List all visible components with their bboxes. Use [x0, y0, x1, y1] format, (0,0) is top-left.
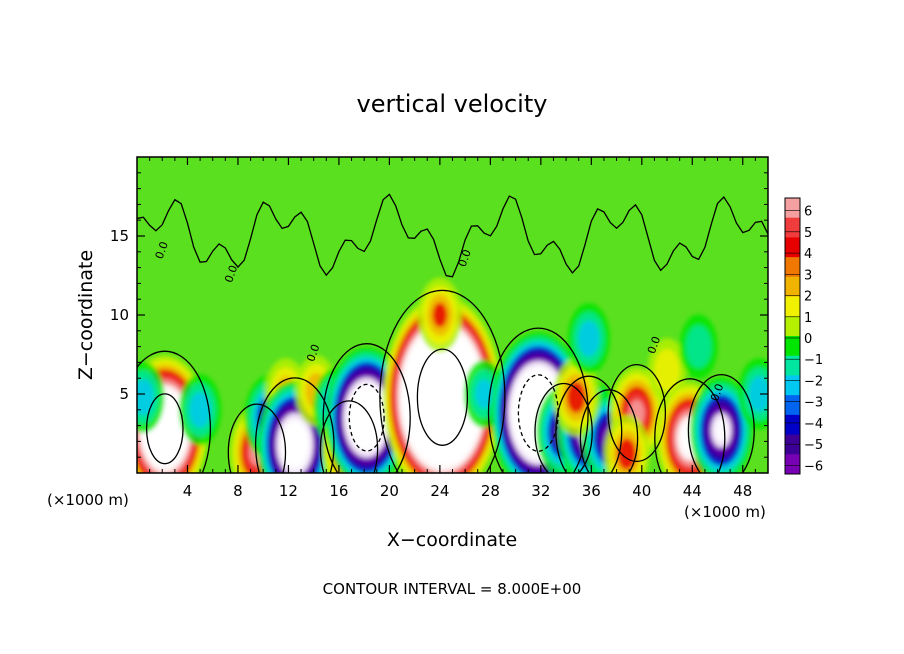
x-tick-label: 36: [582, 482, 601, 500]
colorbar-swatch: [785, 296, 800, 317]
x-tick-label: 32: [531, 482, 550, 500]
colorbar-swatch: [785, 414, 800, 436]
colorbar: 6 5 4 3 2 1 0 −1 −2 −3 −4 −5 −6: [784, 197, 823, 475]
contour-line: [579, 389, 639, 473]
contour-line: [348, 383, 385, 452]
colorbar-tick-label: 1: [804, 311, 812, 326]
x-tick-label: 20: [380, 482, 399, 500]
field-feature-level: [566, 381, 586, 413]
contour-label: 0.0: [153, 240, 171, 261]
contour-line: [319, 400, 379, 473]
colorbar-tick-label: −6: [804, 459, 823, 474]
field-feature-level: [137, 379, 154, 416]
x-tick-label: 4: [183, 482, 193, 500]
x-tick-label: 8: [233, 482, 243, 500]
contour-line: [534, 382, 593, 473]
field-feature-level: [416, 353, 469, 442]
colorbar-swatch: [785, 375, 800, 396]
x-tick-label: 40: [632, 482, 651, 500]
contour-line: [555, 375, 623, 473]
contour-line: [654, 378, 726, 473]
contour-line: [137, 350, 212, 473]
x-tick-label: 28: [481, 482, 500, 500]
colorbar-tick-label: −1: [804, 353, 823, 368]
zero-contours: 0.0 0.0 0.0 0.0 0.0 0.0: [137, 193, 768, 473]
field-feature-level: [360, 407, 373, 428]
colorbar-swatch: [785, 217, 800, 238]
contour-line: [687, 373, 755, 473]
contour-label: 0.0: [222, 264, 240, 285]
colorbar-swatch: [785, 434, 800, 455]
contour-line: [416, 348, 469, 446]
x-unit-left: (×1000 m): [47, 491, 129, 509]
colorbar-tick-label: 6: [804, 205, 812, 220]
colorbar-swatch: [785, 454, 800, 475]
colorbar-swatch: [785, 276, 800, 298]
contour-line: [379, 289, 506, 473]
y-axis-label: Z−coordinate: [75, 250, 97, 380]
colorbar-swatch: [785, 257, 800, 278]
y-tick-label: 15: [110, 227, 129, 245]
contour-line: [254, 377, 335, 473]
contour-line: [137, 193, 768, 278]
x-unit-right: (×1000 m): [684, 503, 766, 521]
x-tick-label: 12: [279, 482, 298, 500]
chart-title: vertical velocity: [357, 90, 548, 118]
y-tick-label: 10: [110, 306, 129, 324]
x-tick-label: 16: [329, 482, 348, 500]
field-feature-level: [189, 391, 211, 428]
plot-area: 0.00.00.00.00.00.0 4 8 12 16 20 24 28 32 36 40 44 4…: [110, 156, 769, 500]
colorbar-tick-label: 4: [804, 247, 812, 262]
field-feature-level: [714, 418, 729, 443]
colorbar-tick-label: −4: [804, 417, 823, 432]
contour-line: [487, 327, 589, 473]
contour-line: [607, 363, 667, 463]
contour-label: 0.0: [645, 335, 663, 356]
colorbar-swatch: [785, 237, 800, 258]
x-tick-label: 48: [733, 482, 752, 500]
colorbar-tick-label: −2: [804, 375, 823, 390]
contour-line: [145, 393, 184, 465]
colorbar-tick-label: 0: [804, 332, 812, 347]
x-tick-label: 44: [683, 482, 702, 500]
colorbar-swatch: [785, 316, 800, 337]
colorbar-tick-label: −5: [804, 438, 823, 453]
contour-label: 0.0: [304, 343, 322, 364]
x-axis-ticks: 4 8 12 16 20 24 28 32 36 40 44 48: [149, 157, 756, 500]
colorbar-swatch: [785, 395, 800, 416]
colorbar-swatch: [785, 355, 800, 376]
contour-line: [322, 343, 411, 473]
field-layers: [137, 277, 768, 473]
colorbar-frame: [784, 197, 801, 475]
field-feature-level: [748, 376, 768, 412]
colorbar-swatch: [785, 198, 800, 219]
field-feature-level: [685, 325, 712, 369]
velocity-field: [137, 277, 768, 473]
field-feature-level: [617, 438, 636, 470]
y-tick-label: 5: [119, 385, 129, 403]
contour-interval-note: CONTOUR INTERVAL = 8.000E+00: [323, 580, 582, 598]
field-feature-level: [578, 320, 600, 357]
colorbar-swatch: [785, 336, 800, 357]
contour-label: 0.0: [708, 382, 726, 403]
field-feature-level: [159, 418, 171, 439]
colorbar-tick-label: 2: [804, 290, 812, 305]
field-feature-level: [288, 434, 301, 456]
colorbar-tick-label: 5: [804, 226, 812, 241]
field-feature-level: [654, 348, 680, 392]
field-feature-level: [432, 302, 448, 328]
contour-line: [227, 403, 287, 473]
y-axis-ticks: 5 10 15: [110, 172, 768, 458]
contour-label: 0.0: [456, 248, 474, 269]
x-axis-label: X−coordinate: [387, 529, 517, 551]
colorbar-tick-label: −3: [804, 396, 823, 411]
colorbar-tick-label: 3: [804, 268, 812, 283]
x-tick-label: 24: [430, 482, 449, 500]
